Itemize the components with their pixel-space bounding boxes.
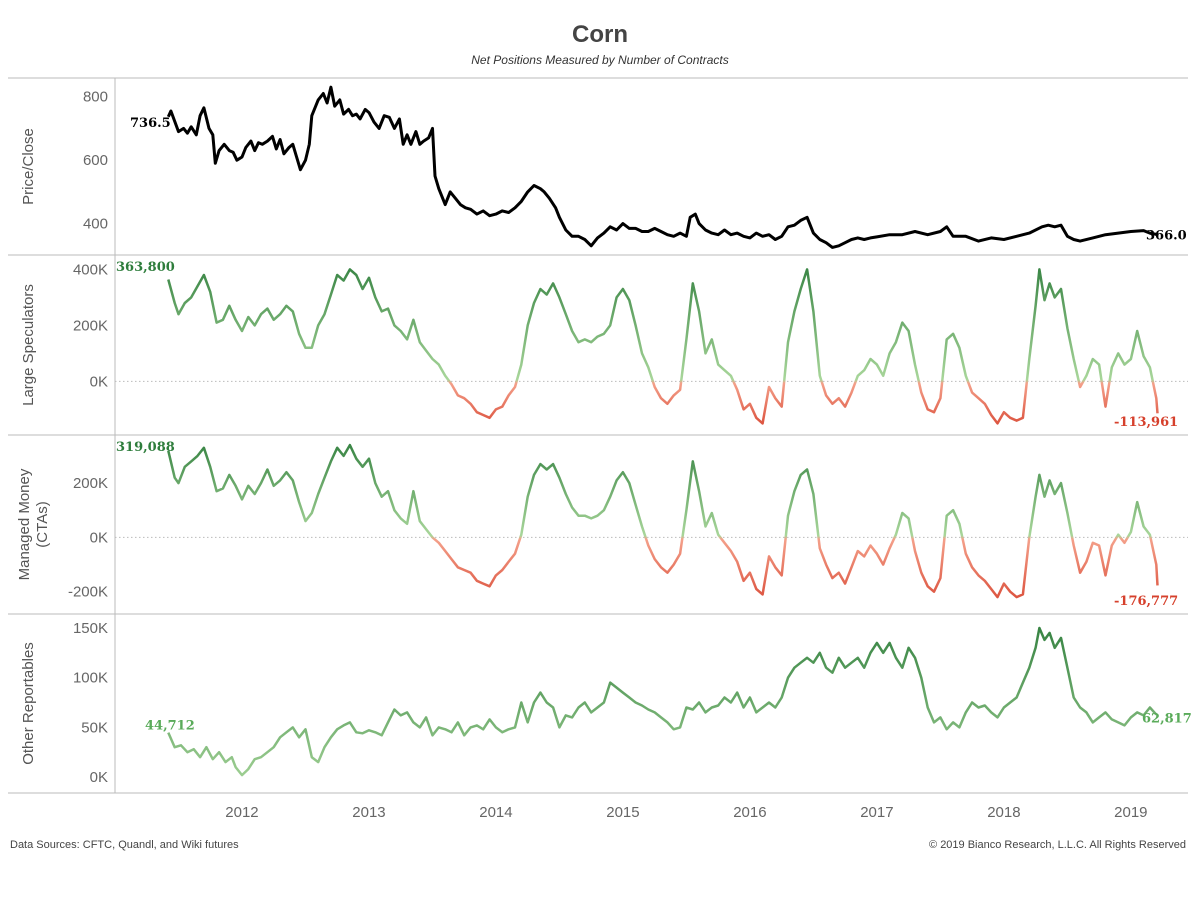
series-line-managed-money: [167, 443, 1159, 599]
y-tick-label: -200K: [68, 584, 108, 601]
y-tick-label: 600: [83, 152, 108, 169]
y-tick-label: 0K: [90, 769, 108, 786]
y-tick-label: 400K: [73, 261, 108, 278]
copyright-note: © 2019 Bianco Research, L.L.C. All Right…: [929, 839, 1186, 851]
y-tick-label: 50K: [81, 719, 108, 736]
end-value-label-managed-money: -176,777: [1114, 594, 1178, 609]
start-value-label-price: 736.5: [130, 116, 171, 131]
data-sources-note: Data Sources: CFTC, Quandl, and Wiki fut…: [10, 839, 239, 851]
x-tick-label: 2012: [225, 804, 258, 821]
end-value-label-other-reportables: 62,817: [1142, 712, 1192, 727]
panel-price: Price/Close 800 600 400 736.5 366.0: [20, 85, 1187, 249]
end-value-label-large-speculators: -113,961: [1114, 415, 1178, 430]
chart-title: Corn: [572, 21, 628, 48]
panel-managed-money: Managed Money(CTAs) 200K 0K -200K 319,088 -17…: [16, 440, 1188, 609]
y-axis-label-price: Price/Close: [20, 128, 37, 205]
y-tick-label: 200K: [73, 317, 108, 334]
start-value-label-managed-money: 319,088: [116, 440, 175, 455]
x-axis: 2012 2013 2014 2015 2016 2017 2018 2019: [225, 804, 1147, 821]
x-tick-label: 2018: [987, 804, 1020, 821]
y-axis-label-managed-money: Managed Money(CTAs): [16, 468, 51, 580]
x-tick-label: 2019: [1114, 804, 1147, 821]
panel-other-reportables: Other Reportables 150K 100K 50K 0K 44,712 62,8…: [20, 620, 1192, 786]
y-tick-label: 0K: [90, 373, 108, 390]
series-line-large-speculators: [167, 268, 1159, 425]
series-line-price: [166, 85, 1157, 249]
start-value-label-large-speculators: 363,800: [116, 260, 175, 275]
y-axis-label-large-speculators: Large Speculators: [20, 284, 37, 406]
y-axis-label-other-reportables: Other Reportables: [20, 642, 37, 765]
series-line-other-reportables: [167, 626, 1158, 777]
y-tick-label: 400: [83, 216, 108, 233]
chart-subtitle: Net Positions Measured by Number of Cont…: [471, 53, 728, 67]
end-value-label-price: 366.0: [1146, 228, 1187, 243]
x-tick-label: 2016: [733, 804, 766, 821]
y-tick-label: 800: [83, 89, 108, 106]
x-tick-label: 2014: [479, 804, 512, 821]
x-tick-label: 2015: [606, 804, 639, 821]
panels: Price/Close 800 600 400 736.5 366.0 Large Spec…: [8, 77, 1192, 794]
y-tick-label: 0K: [90, 529, 108, 546]
y-tick-label: 200K: [73, 475, 108, 492]
x-tick-label: 2017: [860, 804, 893, 821]
panel-large-speculators: Large Speculators 400K 200K 0K 363,800 -113,9…: [20, 260, 1188, 430]
y-tick-label: 100K: [73, 670, 108, 687]
x-tick-label: 2013: [352, 804, 385, 821]
start-value-label-other-reportables: 44,712: [145, 719, 195, 734]
y-tick-label: 150K: [73, 620, 108, 637]
